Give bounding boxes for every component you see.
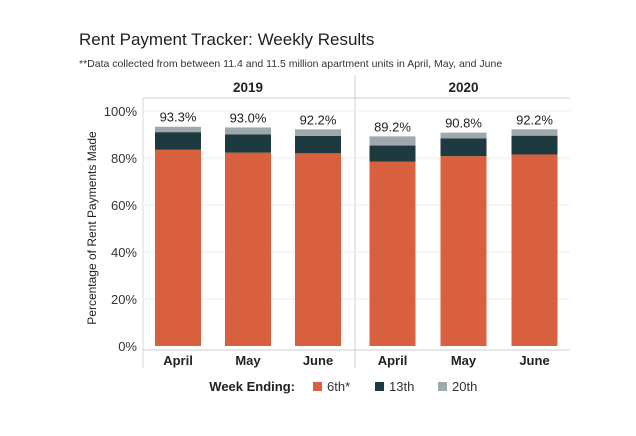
total-label: 93.0% [230,110,267,125]
total-label: 92.2% [300,112,337,127]
bar-segment-13th [440,138,487,157]
bar-segment-13th [369,145,416,162]
chart-title: Rent Payment Tracker: Weekly Results [79,30,375,49]
y-tick-label: 0% [118,339,137,354]
y-axis-title: Percentage of Rent Payments Made [85,131,99,325]
x-tick-label: June [303,353,333,368]
group-label-2020: 2020 [448,80,478,95]
y-tick-label: 40% [111,245,137,260]
legend-label-13th: 13th [389,379,414,394]
bar-segment-20th [295,129,341,136]
legend-swatch-20th [438,382,447,391]
bar-segment-13th [225,134,271,153]
total-label: 89.2% [374,119,411,134]
legend-title: Week Ending: [209,379,295,394]
x-tick-label: April [163,353,193,368]
x-tick-label: May [235,353,261,368]
y-tick-label: 100% [104,104,138,119]
x-tick-label: April [378,353,408,368]
total-label: 90.8% [445,116,482,131]
y-tick-label: 80% [111,151,137,166]
chart-subtitle: **Data collected from between 11.4 and 1… [79,58,503,70]
bar-segment-6th [440,156,487,346]
total-label: 92.2% [516,112,553,127]
bar-segment-13th [155,132,201,150]
y-tick-label: 20% [111,292,137,307]
bar-segment-6th [369,161,416,346]
bar-segment-6th [155,149,201,346]
x-tick-label: May [451,353,477,368]
x-tick-label: June [519,353,549,368]
bar-segment-20th [511,129,558,136]
legend-label-20th: 20th [452,379,477,394]
legend-swatch-13th [375,382,384,391]
bar-segment-6th [295,153,341,346]
bar-segment-20th [369,136,416,146]
group-label-2019: 2019 [233,80,263,95]
bar-segment-13th [295,135,341,154]
legend-swatch-6th [313,382,322,391]
bar-segment-6th [225,152,271,346]
bar-segment-20th [225,127,271,135]
bar-segment-13th [511,135,558,155]
legend-label-6th: 6th* [327,379,350,394]
total-label: 93.3% [160,110,197,125]
bar-segment-20th [440,132,487,139]
bar-segment-20th [155,126,201,133]
bar-segment-6th [511,154,558,346]
y-tick-label: 60% [111,198,137,213]
